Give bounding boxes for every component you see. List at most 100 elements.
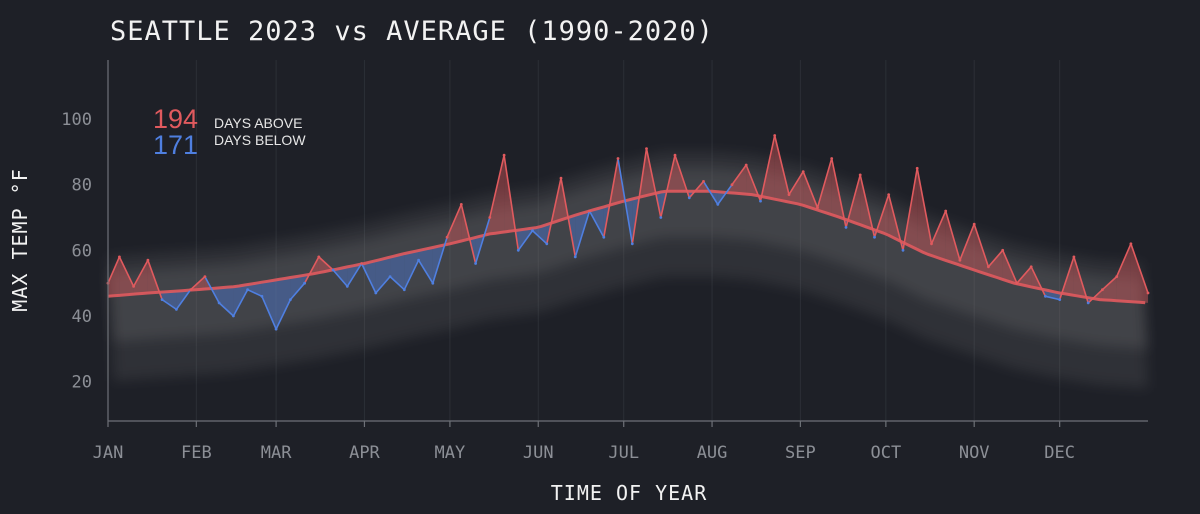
series-line-2023-segment xyxy=(545,177,562,245)
data-point-2023 xyxy=(858,173,862,177)
series-line-2023-segment xyxy=(731,164,748,186)
series-line-2023-segment xyxy=(218,302,235,317)
data-point-2023 xyxy=(801,170,805,174)
fill-below xyxy=(418,247,433,284)
series-line-2023-segment xyxy=(503,154,520,252)
series-line-2023-segment xyxy=(930,210,947,245)
data-point-2023 xyxy=(844,226,848,229)
series-line-2023-segment xyxy=(987,249,1004,268)
series-line-2023-segment xyxy=(588,210,605,238)
series-line-2023-segment xyxy=(389,275,406,291)
y-axis-title: MAX TEMP °F xyxy=(8,168,32,311)
data-point-2023 xyxy=(417,258,420,262)
data-point-2023 xyxy=(1044,294,1047,298)
series-line-2023-segment xyxy=(788,170,805,196)
x-tick-jan: JAN xyxy=(93,443,124,463)
data-point-2023 xyxy=(260,294,264,298)
data-point-2023 xyxy=(944,209,948,213)
y-tick-40: 40 xyxy=(72,307,92,327)
data-point-2023 xyxy=(1101,288,1104,292)
data-point-2023 xyxy=(488,216,492,219)
historical-band xyxy=(108,151,1148,389)
data-point-2023 xyxy=(289,298,292,301)
data-point-2023 xyxy=(787,193,791,197)
data-point-2023 xyxy=(160,298,164,301)
fill-below xyxy=(276,277,291,330)
series-line-2023-segment xyxy=(802,170,819,209)
series-line-2023-segment xyxy=(332,269,349,288)
series-line-2023-segment xyxy=(944,210,961,262)
data-point-2023 xyxy=(972,222,976,226)
x-axis-title: TIME OF YEAR xyxy=(551,481,708,505)
series-line-2023-segment xyxy=(1130,243,1149,294)
data-point-2023 xyxy=(1058,298,1062,301)
data-point-2023 xyxy=(659,216,663,219)
series-line-2023-segment xyxy=(631,147,648,245)
data-point-2023 xyxy=(773,134,777,137)
days-below-count: 171 xyxy=(153,130,198,160)
series-line-2023-segment xyxy=(147,259,163,301)
series-line-2023-segment xyxy=(1044,295,1061,301)
fill-below xyxy=(390,253,405,290)
data-point-2023 xyxy=(830,157,834,160)
data-point-2023 xyxy=(345,285,349,288)
series-line-2023-segment xyxy=(118,256,135,288)
series-line-2023-segment xyxy=(431,236,448,285)
y-tick-20: 20 xyxy=(72,373,92,393)
series-line-2023-segment xyxy=(560,177,577,258)
series-line-2023-segment xyxy=(816,157,833,209)
series-line-2023-segment xyxy=(887,193,904,252)
data-point-2023 xyxy=(189,288,193,292)
data-point-2023 xyxy=(873,235,876,239)
series-line-2023-segment xyxy=(745,164,762,202)
y-tick-labels: 20 40 60 80 100 xyxy=(61,110,92,393)
legend: 194 DAYS ABOVE 171 DAYS BELOW xyxy=(153,104,306,160)
data-point-2023 xyxy=(645,147,648,151)
series-line-2023-segment xyxy=(175,288,192,311)
data-point-2023 xyxy=(175,308,178,311)
data-point-2023 xyxy=(730,183,734,187)
series-lines xyxy=(106,134,1150,331)
history-band-1 xyxy=(108,168,1148,349)
series-line-2023-segment xyxy=(902,167,919,252)
x-tick-mar: MAR xyxy=(261,443,292,463)
series-line-2023-segment xyxy=(1115,243,1132,278)
data-point-2023 xyxy=(588,209,591,213)
y-tick-60: 60 xyxy=(72,241,92,261)
fill-above xyxy=(1116,243,1131,302)
data-point-2023 xyxy=(431,281,435,285)
series-line-2023-segment xyxy=(688,180,705,199)
series-line-2023-segment xyxy=(531,229,548,245)
series-line-2023-segment xyxy=(346,262,363,288)
data-point-2023 xyxy=(616,157,620,160)
chart-title: SEATTLE 2023 vs AVERAGE (1990-2020) xyxy=(110,16,714,47)
data-point-2023 xyxy=(1001,248,1005,252)
data-point-2023 xyxy=(901,248,905,252)
data-point-2023 xyxy=(531,229,534,233)
fill-below xyxy=(290,275,305,300)
data-point-2023 xyxy=(246,288,250,292)
series-line-2023-segment xyxy=(107,256,121,285)
series-line-2023-segment xyxy=(830,157,847,229)
data-point-2023 xyxy=(331,268,335,272)
data-point-2023 xyxy=(1029,265,1033,269)
data-point-2023 xyxy=(673,153,677,157)
series-line-average xyxy=(107,189,1146,305)
series-line-2023-segment xyxy=(360,262,377,294)
data-point-2023 xyxy=(303,281,306,285)
fill-below xyxy=(261,279,277,330)
data-point-2023 xyxy=(915,166,919,170)
data-point-2023 xyxy=(360,262,363,265)
series-line-2023-segment xyxy=(161,298,178,311)
x-tick-jun: JUN xyxy=(523,443,554,463)
series-line-2023-segment xyxy=(488,154,505,219)
series-line-2023-segment xyxy=(845,174,862,229)
data-point-2023 xyxy=(816,206,819,210)
series-line-2023-segment xyxy=(1001,249,1018,285)
fill-below xyxy=(162,291,177,310)
fill-below xyxy=(532,224,547,244)
series-line-2023-segment xyxy=(1073,256,1089,304)
x-tick-aug: AUG xyxy=(697,443,728,463)
series-line-2023-segment xyxy=(474,216,491,265)
